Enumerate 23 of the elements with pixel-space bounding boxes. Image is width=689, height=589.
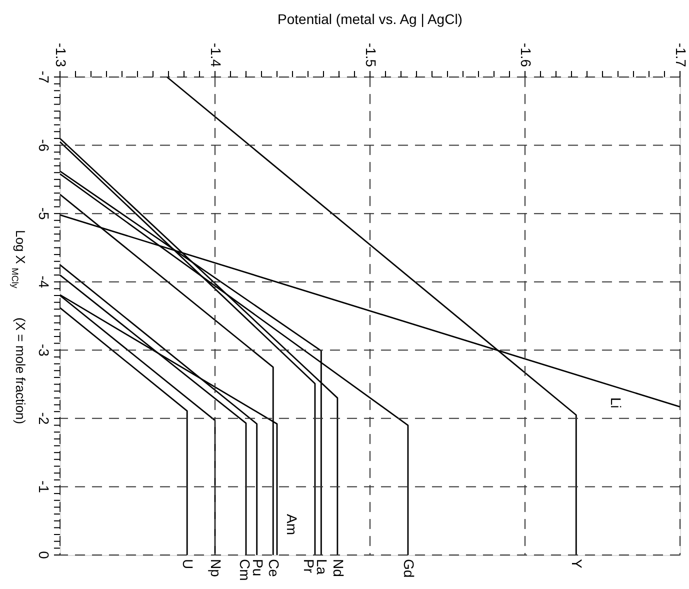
text: Np (208, 559, 224, 578)
text: U (180, 559, 196, 570)
x-axis-title: Potential (metal vs. Ag | AgCl) (278, 11, 462, 27)
text: Nd (330, 559, 346, 577)
y-tick-label: -3 (36, 344, 52, 357)
x-tick-label: -1.6 (518, 42, 534, 68)
x-tick-label: -1.5 (363, 42, 379, 68)
y-tick-label: 0 (36, 551, 52, 560)
x-tick-label: -1.3 (53, 42, 69, 68)
y-tick-label: -7 (36, 70, 52, 84)
x-tick-label: -1.7 (673, 42, 689, 68)
y-tick-label: -1 (36, 480, 52, 494)
text: Y (569, 559, 586, 569)
y-tick-label: -5 (36, 207, 52, 220)
text: Ce (266, 559, 282, 578)
y-tick-label: -2 (36, 412, 52, 425)
y-tick-label: -4 (36, 276, 52, 288)
text: Gd (400, 559, 417, 578)
text: Log XMCly (X = mole fraction) (10, 230, 28, 424)
y-tick-label: -6 (36, 139, 52, 152)
x-tick-label: -1.4 (208, 42, 224, 68)
text: Li (608, 397, 624, 408)
text: Am (284, 514, 300, 535)
